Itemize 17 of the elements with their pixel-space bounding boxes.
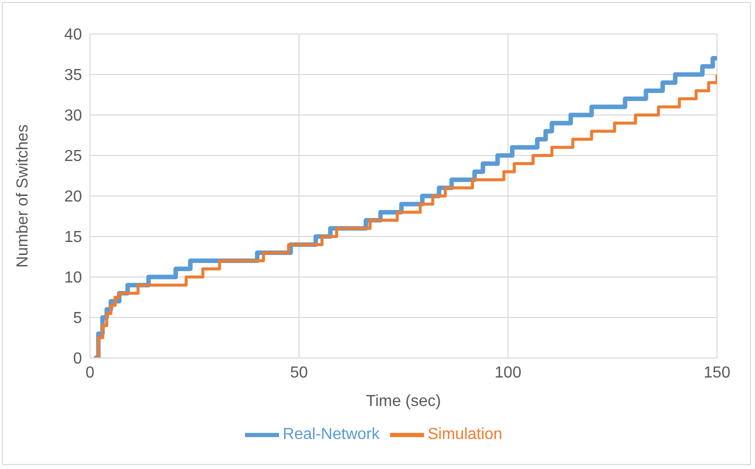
x-tick-label: 0 xyxy=(86,364,95,382)
y-axis-title: Number of Switches xyxy=(14,124,32,268)
y-tick-label: 30 xyxy=(64,108,82,125)
x-tick-label: 100 xyxy=(494,364,522,382)
x-tick-label: 50 xyxy=(290,364,308,382)
y-tick-label: 15 xyxy=(64,229,82,246)
y-tick-label: 35 xyxy=(64,67,82,84)
y-tick-label: 20 xyxy=(64,188,82,206)
y-tick-label: 40 xyxy=(64,26,82,44)
x-tick-label: 150 xyxy=(704,364,730,382)
legend-label: Simulation xyxy=(428,426,502,444)
y-tick-label: 5 xyxy=(73,310,82,328)
y-tick-label: 25 xyxy=(64,148,82,166)
legend-label: Real-Network xyxy=(282,426,380,444)
y-tick-label: 10 xyxy=(64,270,82,287)
x-axis-title: Time (sec) xyxy=(366,393,441,410)
y-tick-label: 0 xyxy=(73,350,82,368)
